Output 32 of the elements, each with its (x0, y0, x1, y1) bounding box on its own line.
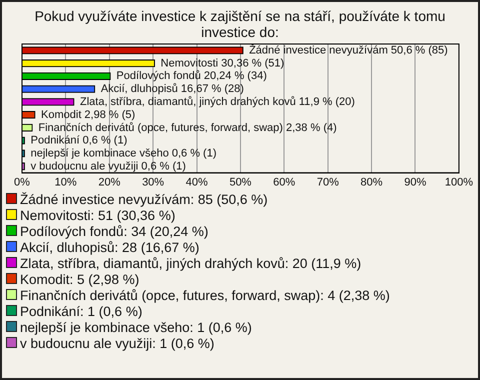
data-label: Komodit 2,98 % (5) (41, 108, 136, 121)
text: Žádné investice nevyužívám: 85 (50,6 %) (19, 192, 269, 208)
data-label: nejlepší je kombinace všeho 0,6 % (1) (30, 148, 217, 160)
x-tick-label: 60% (273, 176, 296, 188)
x-tick-label: 30% (142, 176, 164, 188)
text: v budoucnu ale využiji: 1 (0,6 %) (19, 336, 216, 352)
data-label: Podílových fondů 20,24 % (34) (116, 70, 267, 82)
text: nejlepší je kombinace všeho: 1 (0,6 %) (19, 320, 253, 336)
x-tick-label: 10% (54, 176, 77, 188)
data-label: Finančních derivátů (opce, futures, forward, swap) 2,38 % (4) (38, 122, 337, 134)
data-label: Podnikání 0,6 % (1) (30, 134, 128, 147)
x-tick-label: 90% (404, 176, 426, 188)
x-tick-label: 70% (316, 176, 340, 188)
data-label: Nemovitosti 30,36 % (51) (160, 57, 284, 70)
data-label: v budoucnu ale využiji 0,6 % (1) (30, 160, 186, 172)
text: Akcií, dluhopisů: 28 (16,67 %) (19, 240, 200, 256)
x-tick-label: 100% (444, 176, 474, 188)
x-tick-label: 0% (14, 176, 30, 188)
text: Podnikání: 1 (0,6 %) (19, 304, 144, 320)
x-tick-label: 40% (186, 176, 208, 188)
text: Podílových fondů: 34 (20,24 %) (19, 224, 210, 240)
data-label: Zlata, stříbra, diamantů, jiných drahých kovů 11,9 % (20) (80, 96, 355, 108)
x-tick-label: 50% (229, 176, 252, 188)
text: Zlata, stříbra, diamantů, jiných drahých kovů: 20 (11,9 %) (19, 256, 362, 272)
data-label: Akcií, dluhopisů 16,67 % (28) (100, 83, 244, 96)
text: Nemovitosti: 51 (30,36 %) (19, 208, 176, 224)
chart-title: Pokud využíváte investice k zajištění se na stáří, používáte k tomu investice do: (34, 8, 446, 40)
x-tick-label: 80% (360, 176, 383, 188)
text: Komodit: 5 (2,98 %) (19, 272, 140, 288)
text: Finančních derivátů (opce, futures, forward, swap): 4 (2,38 %) (19, 288, 390, 304)
data-label: Žádné investice nevyužívám 50,6 % (85) (249, 43, 448, 56)
x-tick-label: 20% (98, 176, 121, 188)
